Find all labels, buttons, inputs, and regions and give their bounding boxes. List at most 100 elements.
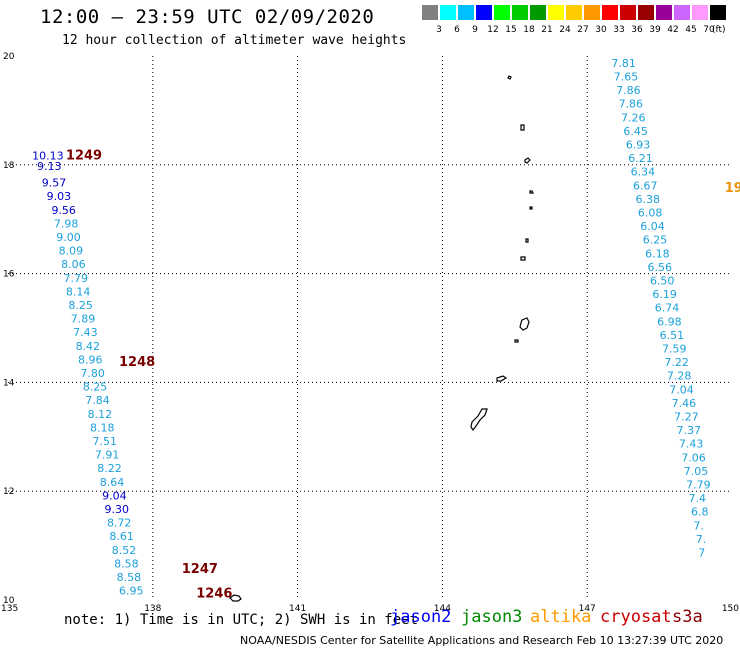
satellite-name-cryosat: cryosat	[600, 607, 672, 627]
wave-height-value: 8.25	[68, 299, 93, 312]
pass-number-label: 1249	[66, 148, 102, 163]
x-axis-tick-label: 150	[722, 604, 739, 614]
x-axis-tick-label: 147	[579, 604, 596, 614]
island-outline	[524, 157, 531, 164]
wave-height-value: 6.93	[626, 138, 651, 151]
island-outline	[229, 594, 242, 602]
wave-height-value: 9.04	[102, 489, 127, 502]
legend-label: 18	[523, 25, 535, 35]
wave-height-value: 6.25	[643, 234, 668, 247]
satellite-name-altika: altika	[530, 607, 592, 627]
footer-note: note: 1) Time is in UTC; 2) SWH is in fe…	[64, 612, 419, 628]
page-title: 12:00 – 23:59 UTC 02/09/2020	[40, 6, 375, 28]
legend-swatch	[440, 5, 456, 20]
legend-label: 42	[667, 25, 679, 35]
y-axis-tick-label: 12	[3, 487, 14, 497]
wave-height-value: 6.56	[648, 261, 673, 274]
wave-height-value: 7.06	[681, 451, 706, 464]
legend-swatch	[566, 5, 582, 20]
wave-height-value: 7.	[693, 519, 704, 532]
wave-height-value: 7.79	[686, 478, 711, 491]
wave-height-value: 8.22	[97, 462, 122, 475]
island-outline	[496, 375, 508, 382]
wave-height-value: 7.4	[689, 492, 707, 505]
y-axis-tick-label: 18	[3, 161, 15, 171]
satellite-name-jason2: jason2	[390, 607, 452, 627]
pass-number-label: 1248	[119, 355, 155, 370]
legend-label: 24	[559, 25, 571, 35]
footer-credit: NOAA/NESDIS Center for Satellite Applica…	[240, 634, 724, 647]
legend-swatch	[710, 5, 726, 20]
wave-height-value: 8.58	[117, 571, 142, 584]
island-outline	[470, 408, 488, 432]
wave-height-value: 9.13	[37, 160, 62, 173]
wave-height-value: 7.	[696, 533, 707, 546]
island-outline	[529, 206, 533, 210]
wave-height-value: 6.51	[660, 329, 685, 342]
wave-height-value: 7.04	[669, 383, 694, 396]
wave-height-value: 7.59	[662, 342, 687, 355]
wave-height-value: 6.74	[655, 302, 680, 315]
wave-height-value: 7.46	[672, 397, 697, 410]
wave-height-value: 6.50	[650, 274, 675, 287]
wave-height-value: 8.61	[109, 530, 134, 543]
legend-swatch	[530, 5, 546, 20]
wave-height-value: 8.42	[76, 340, 101, 353]
wave-height-value: 7.22	[664, 356, 689, 369]
legend-swatch	[692, 5, 708, 20]
wave-height-value: 6.67	[633, 179, 658, 192]
wave-height-value: 9.57	[42, 177, 67, 190]
legend-swatch	[656, 5, 672, 20]
legend-label: 39	[649, 25, 661, 35]
wave-height-value: 6.18	[645, 247, 670, 260]
legend-swatch	[458, 5, 474, 20]
wave-height-value: 8.18	[90, 421, 115, 434]
x-axis-tick-label: 141	[289, 604, 306, 614]
wave-height-value: 6.04	[640, 220, 665, 233]
wave-height-value: 7.27	[674, 410, 699, 423]
wave-height-value: 8.25	[83, 381, 108, 394]
wave-height-value: 6.38	[635, 193, 660, 206]
legend-label: 9	[472, 25, 478, 35]
wave-height-value: 7.43	[679, 438, 704, 451]
wave-height-value: 6.95	[119, 585, 144, 598]
legend-swatch	[476, 5, 492, 20]
wave-height-value: 6.45	[623, 125, 648, 138]
island-outline	[520, 124, 525, 131]
wave-height-value: 6.08	[638, 206, 663, 219]
y-axis-tick-label: 16	[3, 270, 15, 280]
island-outline	[519, 317, 530, 331]
legend-label: 36	[631, 25, 643, 35]
x-axis-tick-label: 144	[434, 604, 451, 614]
y-axis-tick-label: 10	[3, 596, 15, 606]
wave-height-value: 6.34	[631, 166, 656, 179]
island-outline	[507, 75, 512, 80]
wave-height-value: 9.30	[105, 503, 129, 516]
wave-height-value: 9.00	[56, 231, 80, 244]
wave-height-value: 7.86	[619, 98, 644, 111]
wave-height-value: 7.37	[676, 424, 701, 437]
pass-number-label: 1246	[196, 586, 232, 601]
legend-label: 45	[685, 25, 697, 35]
legend-label: 27	[577, 25, 589, 35]
pass-number-label: 1247	[182, 562, 218, 577]
wave-height-value: 9.03	[47, 190, 72, 203]
wave-height-value: 8.12	[88, 408, 113, 421]
legend-swatch	[638, 5, 654, 20]
wave-height-value: 7.28	[667, 370, 692, 383]
legend-label: 33	[613, 25, 625, 35]
wave-height-value: 6.98	[657, 315, 682, 328]
x-axis-tick-label: 138	[144, 604, 161, 614]
wave-height-value: 7.26	[621, 111, 646, 124]
wave-height-value: 7.80	[80, 367, 105, 380]
legend-swatch	[620, 5, 636, 20]
legend-label: 21	[541, 25, 553, 35]
legend-swatch	[548, 5, 564, 20]
wave-height-value: 6.19	[652, 288, 677, 301]
legend-swatch	[584, 5, 600, 20]
wave-height-value: 8.96	[78, 353, 103, 366]
wave-height-value: 10.13	[32, 149, 64, 162]
wave-height-value: 8.09	[59, 245, 84, 258]
legend-label: 6	[454, 25, 460, 35]
wave-height-value: 7.91	[95, 449, 120, 462]
